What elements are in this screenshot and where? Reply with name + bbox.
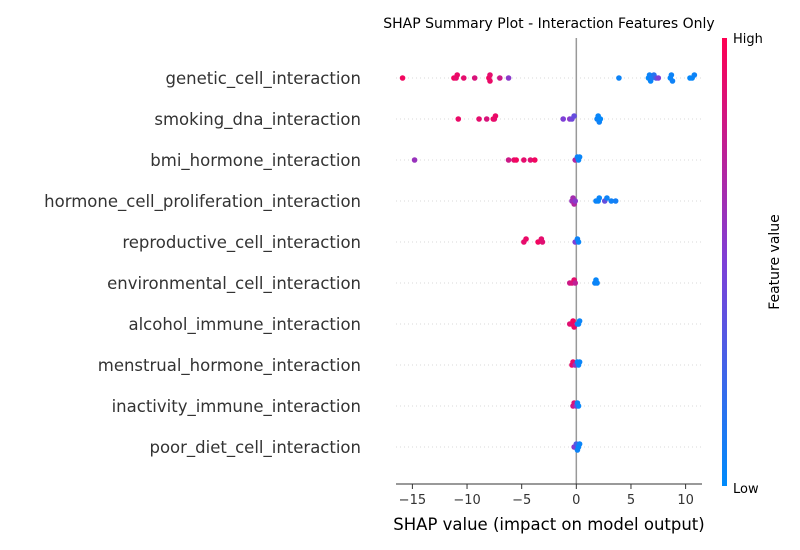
shap-point (476, 116, 482, 122)
shap-point (411, 157, 418, 163)
shap-point (492, 113, 499, 119)
shap-point (604, 195, 610, 201)
shap-point (505, 75, 512, 81)
shap-point (616, 75, 622, 81)
shap-point (576, 154, 583, 160)
feature-label: alcohol_immune_interaction (128, 315, 361, 335)
shap-point (483, 116, 490, 122)
shap-point (399, 75, 406, 81)
shap-point (523, 236, 529, 242)
feature-label: bmi_hormone_interaction (150, 151, 361, 171)
feature-label: inactivity_immune_interaction (112, 397, 361, 417)
colorbar-title: Feature value (767, 214, 783, 310)
shap-point (612, 198, 619, 204)
x-tick-label: 0 (572, 493, 580, 508)
chart-title: SHAP Summary Plot - Interaction Features… (383, 16, 714, 32)
shap-point (571, 113, 577, 119)
shap-point (575, 403, 582, 409)
shap-point (597, 116, 604, 122)
feature-label: smoking_dna_interaction (154, 110, 361, 130)
shap-point (521, 157, 527, 163)
feature-label: hormone_cell_proliferation_interaction (44, 192, 361, 212)
colorbar (722, 38, 727, 486)
shap-point (505, 157, 512, 163)
feature-label: genetic_cell_interaction (166, 69, 362, 89)
shap-point (655, 75, 662, 81)
shap-point (669, 78, 676, 84)
shap-point (454, 72, 461, 78)
shap-point (487, 78, 493, 84)
x-axis-label: SHAP value (impact on model output) (393, 515, 704, 534)
shap-point (455, 116, 462, 122)
feature-label: reproductive_cell_interaction (122, 233, 361, 253)
feature-label: menstrual_hormone_interaction (98, 356, 361, 376)
shap-point (570, 318, 576, 324)
shap-point (531, 157, 538, 163)
feature-label: environmental_cell_interaction (107, 274, 361, 294)
shap-point (691, 72, 698, 78)
shap-point (487, 72, 493, 78)
scatter-points (399, 72, 698, 453)
shap-point (497, 75, 503, 81)
shap-point (572, 198, 579, 204)
x-tick-label: 10 (677, 493, 694, 508)
x-tick-label: 5 (627, 493, 635, 508)
row-gridlines (396, 77, 702, 448)
shap-point (576, 318, 583, 324)
shap-point (539, 239, 546, 245)
shap-point (594, 280, 600, 286)
shap-point (460, 75, 467, 81)
shap-point (560, 116, 567, 122)
colorbar-low-label: Low (733, 482, 759, 497)
shap-point (668, 72, 675, 78)
shap-point (527, 157, 534, 163)
shap-point (471, 75, 478, 81)
shap-point (608, 198, 615, 204)
shap-point (513, 157, 520, 163)
shap-point (572, 280, 579, 286)
feature-labels: genetic_cell_interaction smoking_dna_inte… (44, 69, 361, 458)
feature-label: poor_diet_cell_interaction (149, 438, 361, 458)
shap-point (576, 359, 583, 365)
x-tick-label: −10 (453, 493, 480, 508)
x-tick-label: −15 (399, 493, 426, 508)
shap-point (596, 195, 603, 201)
x-axis-ticks: −15 −10 −5 0 5 10 (399, 484, 694, 508)
x-tick-label: −5 (512, 493, 531, 508)
colorbar-high-label: High (733, 32, 763, 47)
shap-point (576, 441, 583, 447)
shap-point (575, 239, 582, 245)
